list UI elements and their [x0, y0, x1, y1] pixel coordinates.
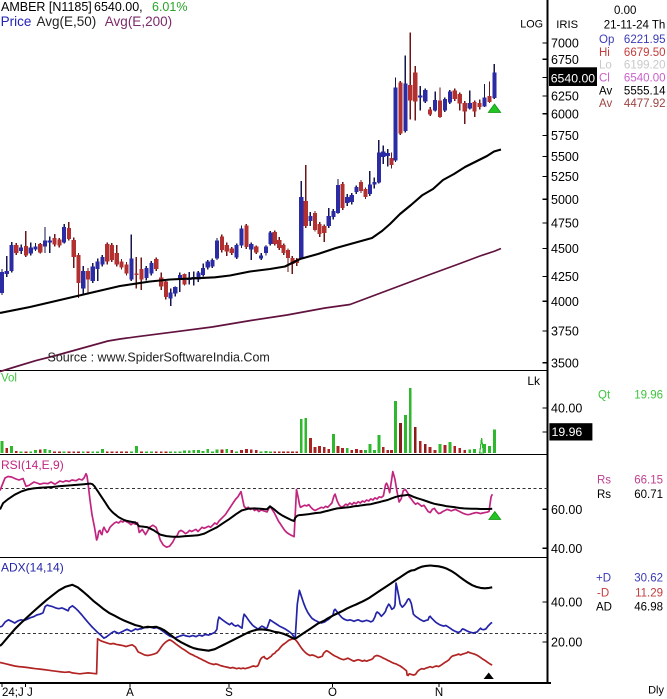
svg-text:5000: 5000: [551, 193, 579, 207]
svg-text:Rs: Rs: [597, 474, 611, 486]
svg-text:6250: 6250: [551, 90, 579, 104]
svg-text:40.00: 40.00: [551, 542, 582, 556]
svg-text:+D: +D: [596, 573, 611, 585]
svg-text:Cl: Cl: [599, 73, 610, 85]
svg-text:AD: AD: [596, 601, 612, 613]
svg-text:40.00: 40.00: [551, 402, 582, 416]
svg-text:Rs: Rs: [597, 489, 611, 501]
svg-text:Op: Op: [599, 34, 614, 46]
svg-text:66.15: 66.15: [634, 474, 663, 486]
svg-text:5555.14: 5555.14: [624, 85, 666, 97]
svg-text:4250: 4250: [551, 270, 579, 284]
svg-text:60.00: 60.00: [551, 503, 582, 517]
svg-text:Avg(E,200): Avg(E,200): [105, 14, 172, 29]
svg-text:4500: 4500: [551, 242, 579, 256]
svg-text:Dly: Dly: [648, 685, 664, 697]
svg-text:20.00: 20.00: [551, 636, 582, 650]
svg-text:30.62: 30.62: [634, 573, 663, 585]
svg-text:LOG: LOG: [520, 19, 543, 31]
svg-text:Lo: Lo: [599, 60, 612, 72]
svg-text:6750: 6750: [551, 53, 579, 67]
svg-text:J: J: [27, 687, 33, 699]
svg-text:3500: 3500: [551, 356, 579, 370]
svg-text:60.71: 60.71: [634, 489, 663, 501]
svg-text:46.98: 46.98: [634, 601, 663, 613]
svg-text:Lk: Lk: [527, 374, 541, 388]
svg-text:Qt: Qt: [598, 390, 611, 402]
svg-text:24;J: 24;J: [2, 687, 24, 699]
svg-text:Avg(E,50): Avg(E,50): [37, 14, 97, 29]
svg-text:11.29: 11.29: [635, 587, 663, 599]
svg-text:Price: Price: [1, 14, 32, 29]
svg-text:S: S: [225, 687, 233, 699]
svg-text:6540.00: 6540.00: [624, 73, 666, 85]
svg-text:40.00: 40.00: [551, 596, 582, 610]
svg-text:Hi: Hi: [599, 47, 610, 59]
svg-text:6540.00: 6540.00: [551, 72, 596, 86]
svg-text:6540.00,: 6540.00,: [94, 0, 143, 14]
svg-text:-D: -D: [597, 587, 609, 599]
svg-text:4477.92: 4477.92: [624, 98, 666, 110]
svg-text:ADX(14,14): ADX(14,14): [1, 561, 64, 575]
svg-text:5500: 5500: [551, 150, 579, 164]
svg-text:A: A: [126, 687, 134, 699]
svg-text:Av: Av: [599, 98, 612, 110]
svg-text:Vol: Vol: [1, 373, 17, 385]
svg-text:7000: 7000: [551, 37, 579, 51]
svg-text:IRIS: IRIS: [556, 19, 578, 31]
svg-text:21-11-24 Th: 21-11-24 Th: [604, 20, 666, 32]
svg-text:Av: Av: [599, 85, 612, 97]
svg-text:4750: 4750: [551, 217, 579, 231]
svg-text:6221.95: 6221.95: [624, 34, 666, 46]
svg-text:N: N: [435, 687, 443, 699]
svg-text:6000: 6000: [551, 107, 579, 121]
svg-text:5750: 5750: [551, 129, 579, 143]
svg-text:RSI(14,E,9): RSI(14,E,9): [1, 458, 64, 472]
svg-text:3750: 3750: [551, 325, 579, 339]
svg-text:AMBER [N1185]: AMBER [N1185]: [1, 0, 92, 14]
svg-text:6.01%: 6.01%: [152, 0, 187, 14]
svg-text:Source : www.SpiderSoftwareInd: Source : www.SpiderSoftwareIndia.Com: [48, 351, 270, 365]
svg-text:5250: 5250: [551, 170, 579, 184]
svg-text:O: O: [328, 687, 337, 699]
svg-text:19.96: 19.96: [634, 390, 663, 402]
svg-text:19.96: 19.96: [552, 425, 583, 439]
svg-text:6199.20: 6199.20: [624, 60, 666, 72]
svg-text:4000: 4000: [551, 295, 579, 309]
svg-text:0.00: 0.00: [614, 5, 636, 17]
svg-text:6679.50: 6679.50: [624, 47, 666, 59]
